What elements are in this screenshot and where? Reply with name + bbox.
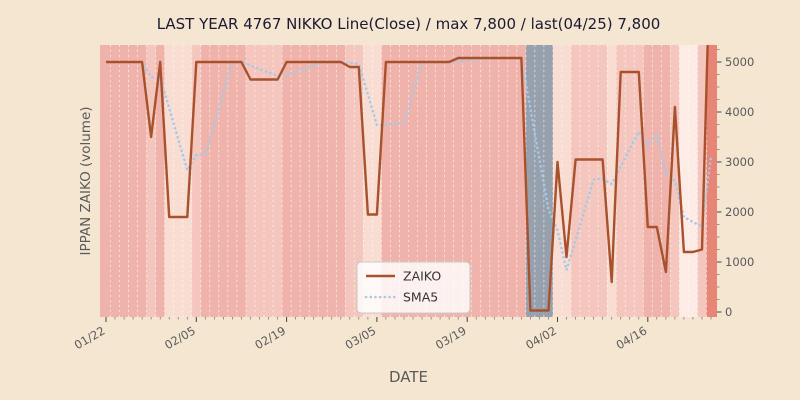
day-band bbox=[354, 45, 364, 317]
day-band bbox=[697, 45, 707, 317]
day-band bbox=[661, 45, 671, 317]
chart-title: LAST YEAR 4767 NIKKO Line(Close) / max 7… bbox=[156, 15, 661, 33]
day-band bbox=[408, 45, 418, 317]
x-tick-label: 01/22 bbox=[72, 323, 108, 352]
day-band bbox=[580, 45, 590, 317]
day-band bbox=[390, 45, 400, 317]
day-band bbox=[363, 45, 373, 317]
day-band bbox=[507, 45, 517, 317]
x-tick-label: 03/19 bbox=[433, 323, 469, 352]
y-tick-label: 5000 bbox=[725, 55, 754, 69]
day-band bbox=[309, 45, 319, 317]
day-band bbox=[534, 45, 544, 317]
day-band bbox=[607, 45, 617, 317]
day-band bbox=[688, 45, 698, 317]
day-band bbox=[146, 45, 156, 317]
day-band bbox=[191, 45, 201, 317]
day-band bbox=[227, 45, 237, 317]
x-tick-label: 02/19 bbox=[252, 323, 288, 352]
day-band bbox=[282, 45, 292, 317]
day-band bbox=[327, 45, 337, 317]
day-band bbox=[462, 45, 472, 317]
y-tick-label: 1000 bbox=[725, 255, 754, 269]
day-band bbox=[336, 45, 346, 317]
day-band bbox=[652, 45, 662, 317]
x-tick-label: 04/02 bbox=[523, 323, 559, 352]
x-axis-label: DATE bbox=[388, 368, 429, 386]
legend-box bbox=[356, 261, 471, 314]
day-band bbox=[426, 45, 436, 317]
x-tick-label: 02/05 bbox=[162, 323, 198, 352]
day-band bbox=[643, 45, 653, 317]
day-band bbox=[417, 45, 427, 317]
day-band bbox=[345, 45, 355, 317]
legend-label-zaiko: ZAIKO bbox=[403, 269, 441, 284]
day-band bbox=[209, 45, 219, 317]
day-band bbox=[589, 45, 599, 317]
day-band bbox=[471, 45, 481, 317]
x-tick-label: 03/05 bbox=[343, 323, 379, 352]
day-band bbox=[128, 45, 138, 317]
day-band bbox=[236, 45, 246, 317]
day-band bbox=[381, 45, 391, 317]
legend-label-sma5: SMA5 bbox=[403, 290, 438, 305]
y-axis-label: IPPAN ZAIKO (volume) bbox=[78, 106, 94, 256]
day-band bbox=[218, 45, 228, 317]
day-band bbox=[543, 45, 553, 317]
day-band bbox=[679, 45, 689, 317]
y-tick-label: 0 bbox=[725, 305, 732, 319]
day-band bbox=[173, 45, 183, 317]
day-band bbox=[100, 45, 111, 317]
day-band bbox=[164, 45, 174, 317]
day-band bbox=[372, 45, 382, 317]
day-band bbox=[119, 45, 129, 317]
y-tick-label: 2000 bbox=[725, 205, 754, 219]
day-band bbox=[616, 45, 626, 317]
legend: ZAIKO SMA5 bbox=[356, 261, 471, 314]
day-band bbox=[137, 45, 147, 317]
day-band bbox=[625, 45, 635, 317]
day-band bbox=[516, 45, 526, 317]
y-tick-label: 4000 bbox=[725, 105, 754, 119]
day-band bbox=[110, 45, 120, 317]
day-band bbox=[273, 45, 283, 317]
series-layer bbox=[106, 45, 713, 312]
day-band bbox=[300, 45, 310, 317]
day-band bbox=[399, 45, 409, 317]
x-tick-label: 04/16 bbox=[614, 323, 650, 352]
day-band bbox=[444, 45, 454, 317]
day-band bbox=[200, 45, 210, 317]
day-band bbox=[598, 45, 608, 317]
y-tick-label: 3000 bbox=[725, 155, 754, 169]
day-band bbox=[246, 45, 255, 317]
day-band bbox=[155, 45, 165, 317]
day-band bbox=[562, 45, 571, 317]
day-band bbox=[706, 45, 717, 317]
day-band bbox=[571, 45, 580, 317]
day-band bbox=[182, 45, 192, 317]
day-band bbox=[318, 45, 328, 317]
day-band bbox=[435, 45, 445, 317]
day-band bbox=[525, 45, 535, 317]
day-band bbox=[489, 45, 499, 317]
day-band bbox=[634, 45, 644, 317]
day-band bbox=[264, 45, 273, 317]
day-band bbox=[255, 45, 264, 317]
zaiko-line bbox=[106, 45, 709, 312]
day-band bbox=[498, 45, 508, 317]
day-band bbox=[291, 45, 301, 317]
day-band bbox=[453, 45, 463, 317]
day-band bbox=[480, 45, 490, 317]
